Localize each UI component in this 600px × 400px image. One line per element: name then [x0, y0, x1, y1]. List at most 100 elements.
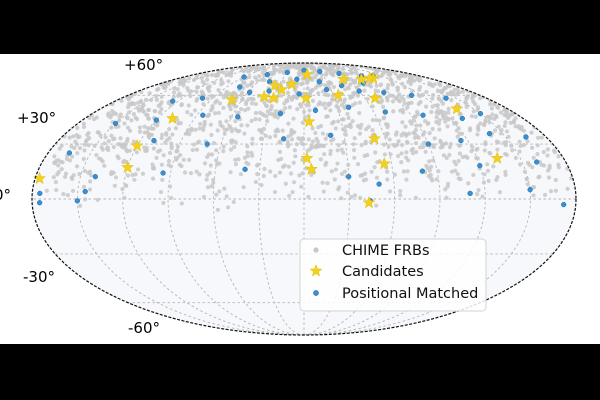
chime-frb-point [259, 182, 264, 188]
chime-frb-point [142, 124, 147, 129]
chime-frb-point [314, 136, 319, 142]
chime-frb-point [224, 194, 229, 199]
chime-frb-point [231, 199, 236, 205]
chime-frb-point [439, 109, 444, 114]
chime-frb-point [447, 145, 452, 150]
chime-frb-point [438, 140, 443, 145]
chime-frb-point [407, 131, 412, 136]
chime-frb-point [219, 82, 224, 87]
chime-frb-point [388, 76, 393, 82]
chime-frb-point [119, 98, 124, 103]
chime-frb-point [522, 169, 527, 174]
chime-frb-point [384, 134, 389, 139]
chime-frb-point [387, 189, 393, 194]
chime-frb-point [301, 91, 306, 96]
chime-frb-point [233, 161, 238, 167]
chime-frb-point [378, 100, 383, 105]
chime-frb-point [286, 134, 291, 139]
chime-frb-point [258, 136, 264, 141]
chime-frb-point [351, 142, 356, 147]
chime-frb-point [366, 82, 371, 88]
chime-frb-point [436, 121, 442, 126]
chime-frb-point [253, 110, 259, 116]
chime-frb-point [336, 187, 341, 192]
chime-frb-point [255, 78, 260, 83]
y-tick-label: -60° [128, 319, 160, 337]
chime-frb-point [280, 164, 286, 169]
chime-frb-point [85, 132, 90, 137]
chime-frb-point [316, 91, 321, 96]
chime-frb-point [331, 137, 336, 142]
chime-frb-point [167, 184, 173, 189]
chime-frb-point [476, 188, 481, 193]
chime-frb-point [440, 113, 446, 118]
chime-frb-point [81, 156, 86, 162]
chime-frb-point [457, 131, 462, 136]
chime-frb-point [404, 150, 409, 155]
matched-point [467, 190, 473, 197]
chime-frb-point [382, 152, 387, 157]
chime-frb-point [337, 108, 342, 114]
chime-frb-point [450, 116, 455, 121]
chime-frb-point [402, 85, 407, 90]
chime-frb-point [132, 177, 137, 182]
chime-frb-point [159, 107, 164, 112]
chime-frb-point [194, 169, 199, 174]
chime-frb-point [273, 173, 278, 179]
chime-frb-point [178, 121, 183, 126]
chime-frb-point [458, 177, 463, 182]
chime-frb-point [425, 166, 430, 171]
chime-frb-point [517, 149, 522, 154]
chime-frb-point [280, 64, 285, 69]
chime-frb-point [449, 98, 454, 103]
matched-point [37, 190, 43, 197]
chime-frb-point [118, 136, 123, 141]
chime-frb-point [213, 111, 218, 116]
matched-point [356, 88, 362, 94]
chime-frb-point [122, 195, 127, 200]
chime-frb-point [328, 148, 333, 153]
chime-frb-point [339, 196, 344, 201]
chime-frb-point [51, 175, 56, 180]
chime-frb-point [212, 80, 217, 85]
chime-frb-point [228, 170, 233, 175]
chime-frb-point [475, 126, 481, 131]
chime-frb-point [379, 73, 384, 78]
chime-frb-point [377, 118, 382, 123]
chime-frb-point [301, 109, 307, 114]
chime-frb-point [326, 93, 331, 98]
matched-point [346, 174, 352, 180]
chime-frb-point [159, 132, 165, 137]
chime-frb-point [159, 94, 164, 99]
chime-frb-point [285, 139, 290, 144]
chime-frb-point [175, 117, 180, 122]
chime-frb-point [485, 114, 490, 119]
chime-frb-point [161, 200, 166, 206]
chime-frb-point [503, 172, 508, 177]
chime-frb-point [436, 169, 441, 174]
chime-frb-point [75, 125, 80, 130]
chime-frb-point [490, 112, 495, 117]
chime-frb-point [241, 69, 246, 74]
chime-frb-point [228, 114, 233, 119]
chime-frb-point [454, 128, 459, 133]
chime-frb-point [381, 142, 387, 147]
chime-frb-point [215, 207, 221, 212]
chime-frb-point [78, 203, 83, 208]
chime-frb-point [409, 121, 414, 126]
chime-frb-point [333, 126, 338, 131]
matched-point [376, 181, 382, 187]
chime-frb-point [513, 124, 518, 129]
chime-frb-point [546, 175, 552, 180]
chime-frb-point [464, 104, 469, 109]
chime-frb-point [403, 132, 408, 137]
chime-frb-point [297, 173, 302, 178]
chime-frb-point [233, 119, 238, 124]
chime-frb-point [172, 86, 177, 91]
chime-frb-point [569, 176, 574, 181]
chime-frb-point [109, 112, 115, 117]
chime-frb-point [424, 89, 429, 95]
chime-frb-point [565, 186, 570, 191]
chime-frb-point [418, 77, 423, 83]
